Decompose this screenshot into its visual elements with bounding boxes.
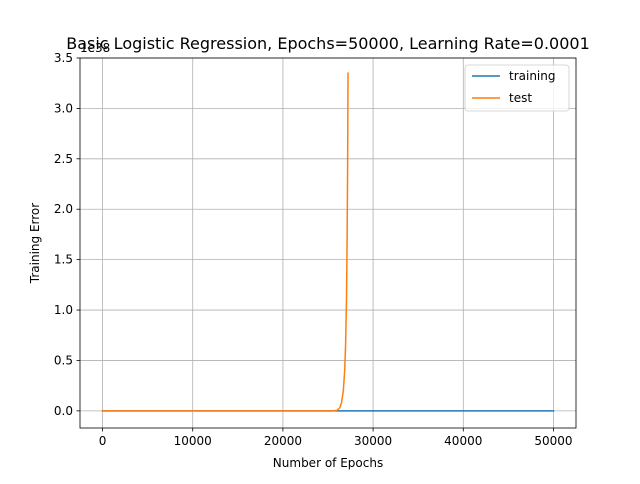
x-axis: 0 10000 20000 30000 40000 50000 xyxy=(99,428,573,448)
y-tick-label: 2.5 xyxy=(54,152,73,166)
y-axis: 0.0 0.5 1.0 1.5 2.0 2.5 3.0 3.5 xyxy=(54,51,80,418)
y-tick-label: 0.5 xyxy=(54,353,73,367)
y-tick-label: 0.0 xyxy=(54,404,73,418)
y-tick-label: 1.5 xyxy=(54,253,73,267)
legend: training test xyxy=(464,64,570,112)
x-tick-label: 40000 xyxy=(444,434,482,448)
y-axis-label: Training Error xyxy=(28,203,42,284)
plot-frame xyxy=(79,57,577,429)
x-tick-label: 30000 xyxy=(354,434,392,448)
x-axis-label: Number of Epochs xyxy=(273,456,383,470)
y-tick-label: 3.5 xyxy=(54,51,73,65)
legend-label-training: training xyxy=(509,69,556,83)
legend-label-test: test xyxy=(509,91,532,105)
series-layer xyxy=(101,72,555,412)
x-tick-label: 50000 xyxy=(534,434,572,448)
chart-title: Basic Logistic Regression, Epochs=50000,… xyxy=(66,34,590,53)
x-tick-label: 20000 xyxy=(264,434,302,448)
y-tick-label: 2.0 xyxy=(54,202,73,216)
x-tick-label: 0 xyxy=(99,434,107,448)
x-tick-label: 10000 xyxy=(174,434,212,448)
series-line-test xyxy=(101,72,349,412)
y-tick-label: 1.0 xyxy=(54,303,73,317)
y-offset-text: 1e38 xyxy=(80,41,110,55)
y-tick-label: 3.0 xyxy=(54,101,73,115)
